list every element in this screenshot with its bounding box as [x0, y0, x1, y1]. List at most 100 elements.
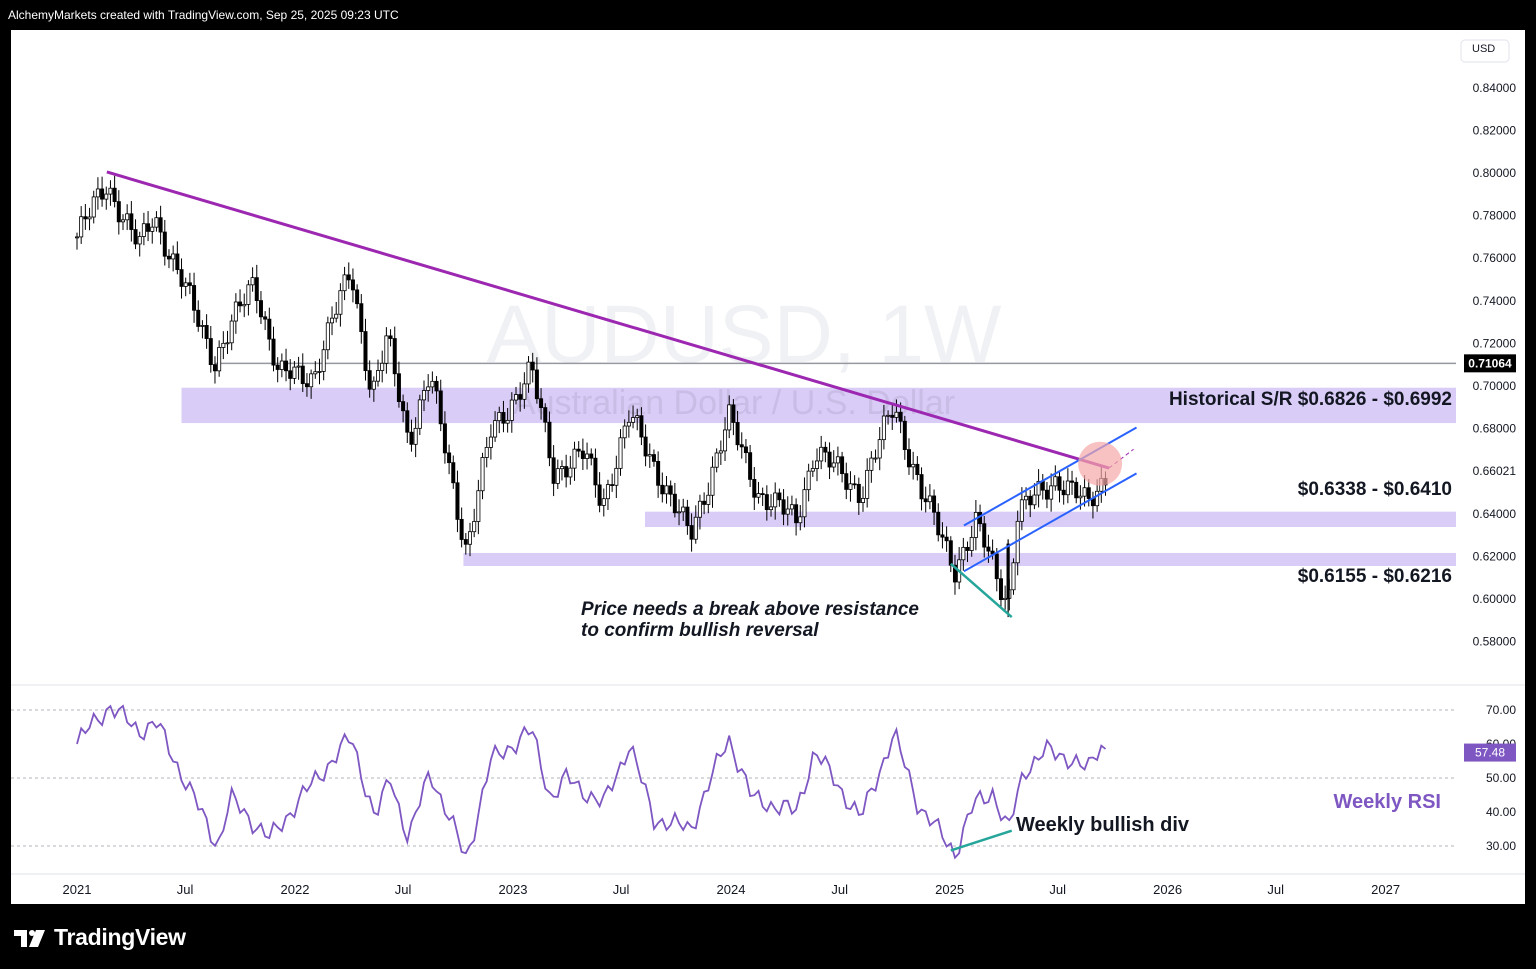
candle-body: [179, 269, 184, 287]
candle: [129, 201, 134, 242]
candle-body: [321, 349, 326, 372]
candle: [154, 211, 159, 232]
candle-body: [363, 331, 368, 372]
candle: [1003, 585, 1008, 610]
tradingview-logo[interactable]: TradingView: [14, 924, 186, 951]
candle-body: [83, 216, 88, 220]
candle: [363, 318, 368, 381]
candle: [83, 203, 88, 230]
candle: [810, 460, 815, 477]
candle-body: [915, 463, 920, 475]
candle-body: [288, 370, 293, 379]
candle: [238, 289, 243, 313]
rsi-value-tag: [1464, 743, 1516, 762]
candle-body: [1011, 562, 1016, 591]
candle-body: [869, 457, 874, 471]
candle-body: [1082, 487, 1087, 497]
candle-body: [221, 342, 226, 348]
candle-body: [635, 415, 640, 418]
candle: [936, 503, 941, 542]
candle-body: [196, 309, 201, 327]
candle-body: [304, 383, 309, 388]
candle: [204, 314, 209, 349]
candle-body: [664, 485, 669, 495]
candle-body: [376, 370, 381, 382]
candle: [731, 399, 736, 436]
candle: [1028, 489, 1033, 518]
candle-body: [1019, 499, 1024, 522]
candle-body: [187, 282, 192, 286]
time-tick-label: Jul: [613, 882, 630, 897]
candle-body: [279, 360, 284, 370]
breakout-highlight: [1078, 441, 1123, 486]
candle-body: [534, 369, 539, 400]
candle: [969, 525, 974, 557]
candle: [309, 369, 314, 399]
candle-body: [886, 414, 891, 417]
candle: [179, 258, 184, 299]
candle-body: [392, 338, 397, 375]
price-tick-label: 0.68000: [1473, 422, 1517, 436]
candle-body: [217, 347, 222, 372]
candle-body: [789, 504, 794, 510]
candle-body: [79, 216, 84, 238]
price-annotation-line-2: to confirm bullish reversal: [581, 620, 819, 641]
candle-body: [610, 484, 615, 486]
candle: [1053, 465, 1058, 491]
rsi-tick-label: 30.00: [1486, 839, 1516, 853]
candle: [643, 424, 648, 467]
tradingview-logo-text: TradingView: [54, 924, 186, 950]
price-tick-label: 0.80000: [1473, 166, 1517, 180]
chart-area[interactable]: AUDUSD, 1W Australian Dollar / U.S. Dolla…: [11, 30, 1525, 904]
candle: [551, 445, 556, 497]
candle: [622, 419, 627, 449]
candle: [894, 399, 899, 423]
candle: [405, 402, 410, 444]
footer: TradingView: [0, 904, 1536, 969]
time-tick-label: Jul: [177, 882, 194, 897]
candle-body: [501, 412, 506, 424]
candle: [100, 176, 105, 207]
candle: [923, 486, 928, 513]
candle: [146, 211, 151, 242]
candle: [706, 482, 711, 514]
candle-body: [756, 493, 761, 498]
candle-body: [463, 539, 468, 545]
candle: [631, 405, 636, 429]
candle: [150, 218, 155, 244]
candle-body: [254, 277, 259, 301]
candle-body: [693, 516, 698, 540]
candle: [208, 325, 213, 373]
candle: [171, 245, 176, 272]
rsi-divergence-line: [950, 829, 1013, 852]
candle-body: [442, 423, 447, 454]
candle: [639, 407, 644, 446]
candle: [346, 262, 351, 289]
candle-body: [622, 425, 627, 439]
candle-body: [476, 490, 481, 522]
candle: [434, 376, 439, 404]
candle: [952, 554, 957, 595]
candle: [338, 283, 343, 327]
candle-body: [873, 457, 878, 460]
candle: [589, 448, 594, 466]
candle-body: [689, 525, 694, 540]
candle: [79, 206, 84, 244]
candle: [304, 373, 309, 397]
candle-body: [639, 415, 644, 438]
candle-body: [313, 371, 318, 375]
chart-caption: AlchemyMarkets created with TradingView.…: [8, 8, 399, 22]
candle-body: [848, 483, 853, 490]
candle: [426, 374, 431, 402]
candle-body: [434, 380, 439, 392]
candle: [380, 350, 385, 383]
candle: [756, 481, 761, 504]
rsi-annotation: Weekly bullish div: [1016, 814, 1190, 836]
candle-body: [200, 325, 205, 327]
candle-body: [898, 411, 903, 422]
candle: [835, 446, 840, 476]
candle-body: [484, 447, 489, 458]
candle-body: [936, 511, 941, 536]
last-price-tag-text: 0.71064: [1468, 356, 1512, 370]
